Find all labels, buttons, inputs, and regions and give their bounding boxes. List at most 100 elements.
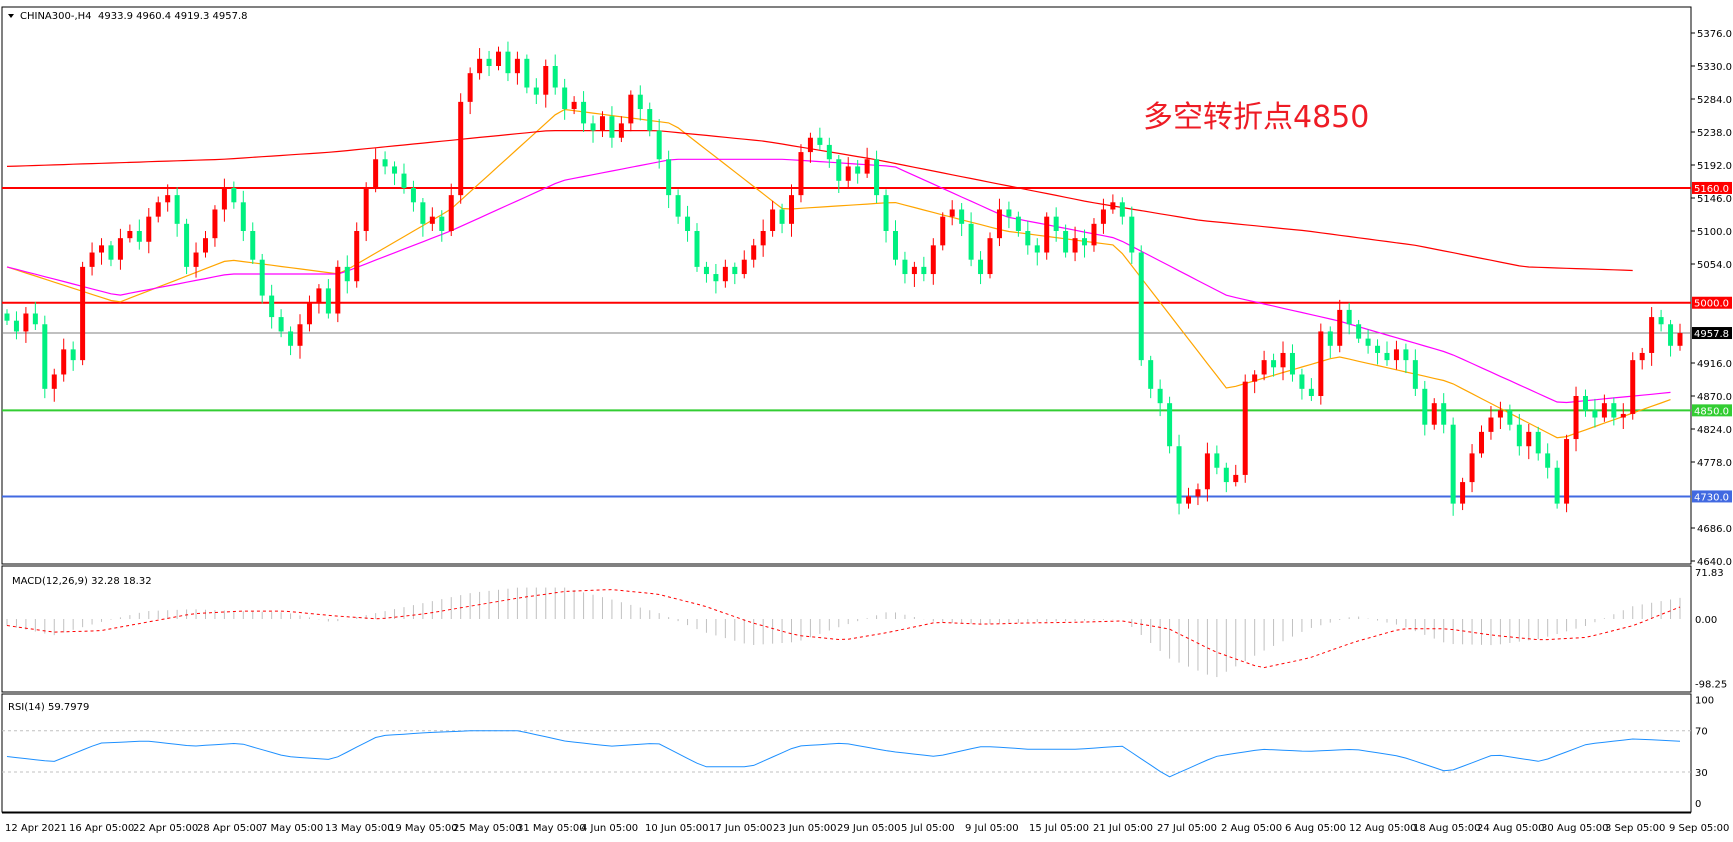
moving-average-line [6,108,1671,439]
candle-body [1403,349,1409,361]
candle-body [798,152,804,196]
candle-body [174,195,180,224]
candle-body [656,130,662,160]
rsi-panel-border [1,693,1692,813]
candle-body [1015,216,1021,232]
candle-body [779,209,785,224]
rsi-title: RSI(14) 59.7979 [8,702,89,713]
rsi-panel[interactable]: 100 70 30 0 [1,693,1714,813]
candle-body [826,144,832,160]
price-panel-border [1,6,1692,565]
level-label-box [1692,490,1732,503]
candle-body [987,238,993,275]
pivot-annotation: 多空转折点4850 [1143,100,1369,135]
time-tick-label: 3 Sep 05:00 [1605,823,1665,834]
candle-body [949,209,955,217]
candle-body [1299,374,1305,389]
candle-body [259,259,265,296]
candle-body [760,231,766,246]
candle-body [1479,431,1485,454]
candle-body [1441,403,1447,425]
candle-body [1450,424,1456,504]
candle-body [1006,209,1012,217]
candle-body [1242,381,1248,475]
candle-body [1488,417,1494,432]
candle-body [1431,403,1437,425]
candle-body [1195,489,1201,497]
candle-body [212,209,218,239]
candle-body [458,101,464,196]
candle-body [80,266,86,361]
candle-body [99,245,105,253]
price-tick-label: 4870.0 [1697,392,1732,403]
candle-body [382,159,388,167]
price-tick-label: 5376.0 [1697,29,1732,40]
candle-body [741,259,747,275]
candle-body [722,266,728,282]
candle-body [599,116,605,131]
candle-body [1233,474,1239,483]
time-tick-label: 4 Jun 05:00 [581,823,638,834]
level-label: 5000.0 [1694,299,1729,310]
dropdown-triangle-icon[interactable] [8,14,14,18]
candle-body [1573,396,1579,440]
time-tick-label: 27 Jul 05:00 [1157,823,1217,834]
time-tick-label: 18 Aug 05:00 [1413,823,1480,834]
candle-body [1460,482,1466,504]
candle-body [1375,345,1381,353]
candle-body [221,187,227,210]
candle-body [1526,431,1532,447]
candle-body [202,238,208,253]
candle-body [146,216,152,242]
macd-panel[interactable]: 71.83 0.00 -98.25 [1,565,1727,693]
level-label-box [1692,296,1732,309]
candle-body [628,94,634,124]
candle-body [1091,223,1097,246]
macd-tick-label: 71.83 [1695,568,1724,579]
candle-body [996,209,1002,239]
level-label: 4850.0 [1694,406,1729,417]
price-tick-label: 5238.0 [1697,128,1732,139]
price-tick-label: 4686.0 [1697,524,1732,535]
candle-body [486,58,492,67]
time-tick-label: 28 Apr 05:00 [197,823,262,834]
time-tick-label: 30 Aug 05:00 [1541,823,1608,834]
candle-body [316,288,322,303]
price-tick-label: 5054.0 [1697,260,1732,271]
macd-title: MACD(12,26,9) 32.28 18.32 [12,576,152,587]
candle-body [477,58,483,74]
candle-body [1044,216,1050,253]
rsi-line [6,730,1681,778]
candle-body [250,231,256,260]
candle-body [89,252,95,267]
candle-body [70,349,76,361]
candle-body [1365,338,1371,346]
candle-body [1582,396,1588,411]
candle-body [1337,309,1343,346]
candle-body [1148,360,1154,389]
candle-body [401,173,407,188]
candle-body [902,259,908,275]
candle-body [496,51,502,67]
candle-body [883,195,889,232]
candle-body [1393,349,1399,361]
price-panel[interactable]: 5376.0 5330.0 5284.0 5238.0 5192.0 5146.0 5100… [1,6,1732,568]
price-tick-label: 5330.0 [1697,62,1732,73]
candle-body [911,266,917,275]
candle-body [817,137,823,145]
candle-body [231,187,237,203]
candle-body [184,223,190,267]
candle-body [1564,439,1570,504]
time-tick-label: 13 May 05:00 [325,823,394,834]
candle-body [1422,388,1428,425]
time-tick-label: 7 May 05:00 [261,823,323,834]
candle-body [439,216,445,232]
candle-body [789,195,795,224]
candle-body [1176,446,1182,504]
time-tick-label: 5 Jul 05:00 [901,823,955,834]
candle-body [581,101,587,124]
level-label: 4730.0 [1694,492,1729,503]
time-tick-label: 24 Aug 05:00 [1477,823,1544,834]
